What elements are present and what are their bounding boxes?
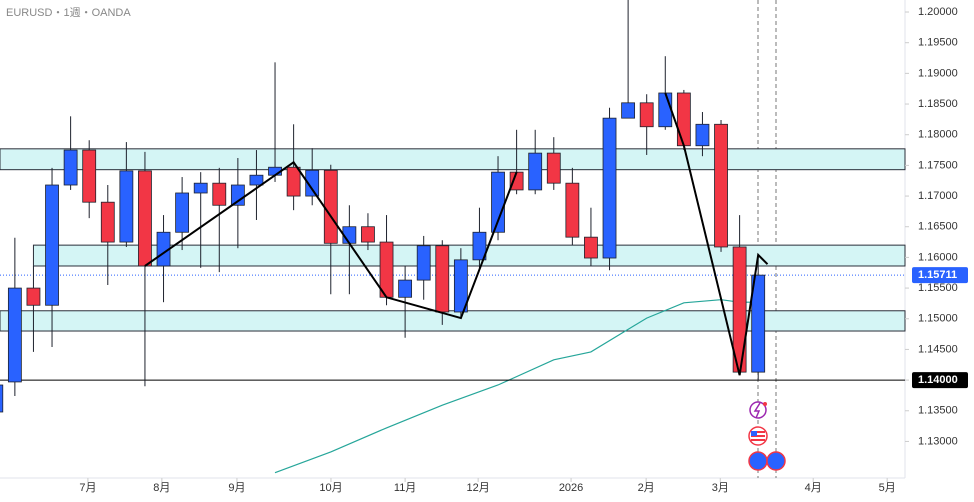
zone — [32, 244, 906, 267]
x-tick-label: 11月 — [394, 482, 416, 494]
candle-body — [323, 169, 338, 244]
candle-body — [7, 287, 22, 383]
candle-body — [212, 182, 227, 206]
candle-body — [676, 92, 691, 147]
x-tick-label: 2月 — [638, 482, 655, 494]
x-tick-label: 3月 — [712, 482, 729, 494]
price-label-box — [912, 372, 968, 389]
y-tick-label: 1.15500 — [918, 282, 958, 294]
candle-body — [751, 274, 766, 373]
flag-canton — [751, 431, 757, 436]
candle-body — [416, 245, 431, 281]
candle-body — [639, 102, 654, 128]
y-tick-label: 1.19500 — [918, 37, 958, 49]
flag-stripe — [751, 437, 765, 439]
candle-body — [45, 184, 59, 306]
candle-body — [230, 184, 245, 206]
candle-body — [621, 102, 636, 119]
price-label-box — [912, 267, 968, 284]
candle-body — [82, 149, 97, 203]
y-tick-label: 1.18500 — [918, 98, 958, 110]
zone — [0, 310, 906, 332]
candle-body — [584, 236, 598, 259]
event-icon[interactable] — [748, 451, 768, 471]
candle-body — [435, 245, 450, 313]
y-tick-label: 1.17000 — [918, 190, 958, 202]
x-tick-label: 5月 — [879, 482, 896, 494]
x-tick-label: 8月 — [153, 482, 170, 494]
candle-body — [695, 123, 710, 147]
y-tick-label: 1.13500 — [918, 405, 958, 417]
y-tick-label: 1.18000 — [918, 129, 958, 141]
candle-body — [26, 287, 41, 306]
x-tick-label: 10月 — [319, 482, 342, 494]
candle-body — [63, 149, 78, 186]
candle-body — [453, 259, 468, 313]
candle-body — [119, 170, 134, 243]
event-icon[interactable] — [766, 451, 786, 471]
x-tick-label: 7月 — [79, 482, 96, 494]
ma-line — [274, 299, 759, 474]
event-dot — [763, 402, 767, 406]
header: EURUSD・1週・OANDA — [6, 6, 131, 19]
plot — [0, 0, 906, 474]
x-tick-label: 4月 — [805, 482, 822, 494]
price-label: 1.14000 — [918, 374, 958, 386]
x-tick-label: 9月 — [228, 482, 245, 494]
flag-stripe — [751, 433, 765, 435]
flag — [751, 431, 765, 441]
candle-body — [361, 226, 375, 243]
y-tick-label: 1.14500 — [918, 343, 958, 355]
zigzag-line — [144, 92, 769, 376]
candle-body — [305, 169, 320, 197]
candle-body — [546, 152, 561, 184]
zone — [0, 148, 906, 171]
candle-body — [286, 166, 301, 197]
candle-body — [193, 182, 208, 194]
candle-body — [175, 192, 190, 233]
event-icon-glyph — [753, 402, 761, 419]
candle-body — [714, 123, 728, 248]
event-icons — [748, 401, 786, 471]
y-tick-label: 1.16000 — [918, 251, 958, 263]
x-tick-label: 2026 — [559, 482, 583, 494]
candle-body — [472, 231, 487, 261]
candle-body — [658, 92, 673, 128]
candle-body — [398, 279, 413, 298]
y-tick-label: 1.15000 — [918, 313, 958, 325]
event-icon[interactable] — [749, 401, 767, 419]
candle-body — [0, 384, 4, 413]
candle-body — [602, 117, 617, 259]
y-tick-label: 1.16500 — [918, 221, 958, 233]
candle-body — [138, 170, 152, 267]
candle-body — [100, 201, 115, 243]
candle-body — [565, 182, 580, 238]
x-tick-label: 12月 — [467, 482, 490, 494]
y-tick-label: 1.13000 — [918, 435, 958, 447]
price-label: 1.15711 — [918, 269, 957, 281]
y-tick-label: 1.19000 — [918, 67, 958, 79]
candle-body — [249, 174, 264, 186]
candle-body — [528, 152, 543, 191]
y-tick-label: 1.17500 — [918, 159, 958, 171]
y-tick-label: 1.20000 — [918, 6, 958, 18]
